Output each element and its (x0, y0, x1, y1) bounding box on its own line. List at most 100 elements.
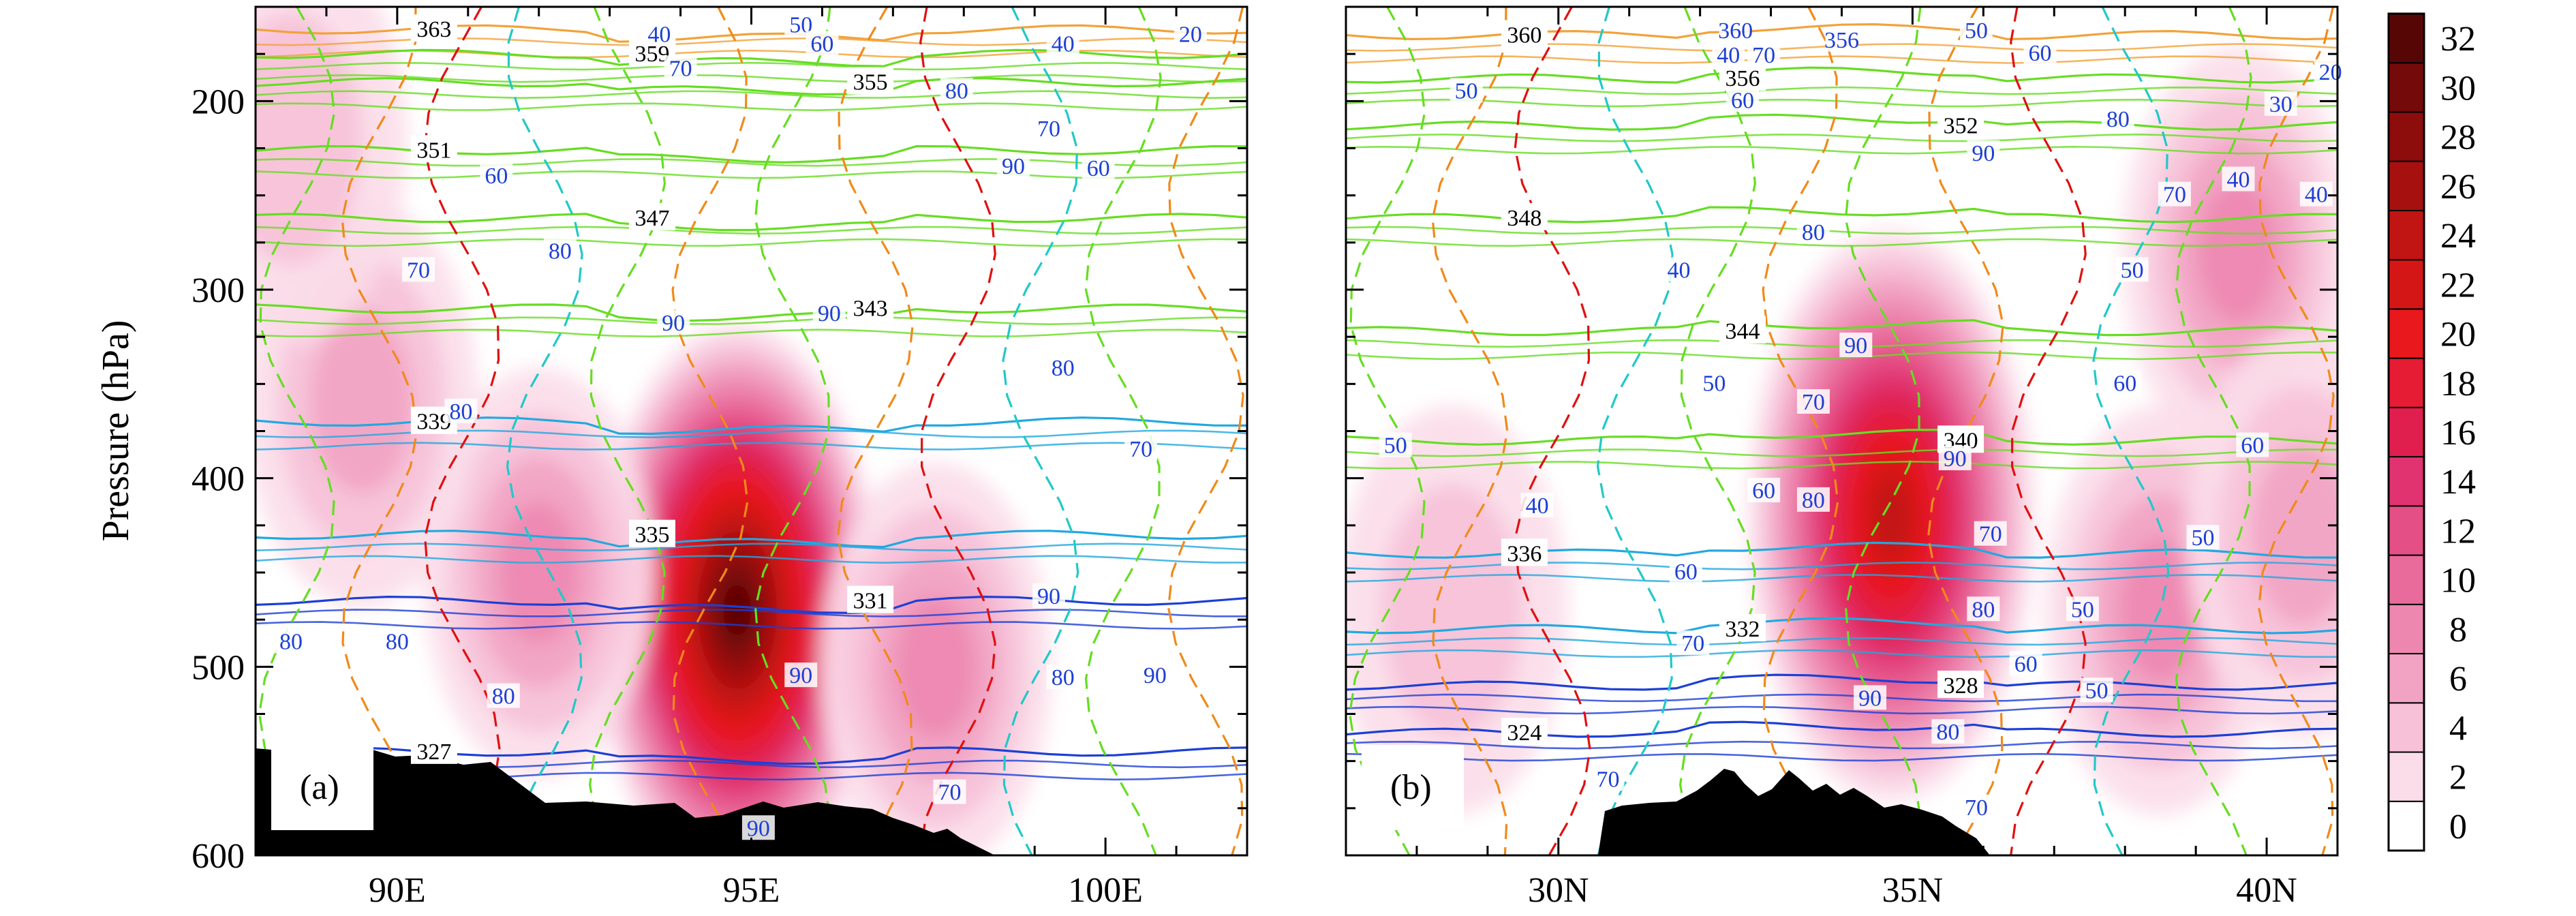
colorbar-label: 8 (2449, 611, 2467, 650)
theta-contour-line (256, 621, 1247, 630)
colorbar-label: 0 (2449, 808, 2467, 846)
axes-b: 30N 35N 40N (1345, 5, 2339, 910)
theta-label: 336 (1501, 538, 1548, 566)
rh-label: 90 (812, 300, 846, 326)
theta-label: 328 (1937, 671, 1984, 699)
theta-label-text: 363 (416, 17, 451, 42)
rh-contour-line (1084, 7, 1162, 855)
rh-label: 50 (1698, 370, 1731, 396)
rh-label-text: 80 (386, 629, 409, 654)
rh-label-text: 40 (2305, 183, 2328, 208)
theta-label: 347 (629, 202, 675, 231)
colorbar-swatch (2388, 62, 2425, 113)
theta-label-text: 355 (853, 70, 888, 95)
shade-level (895, 595, 976, 738)
rh-label: 60 (1669, 559, 1702, 585)
colorbar-swatch (2388, 259, 2425, 310)
theta-contour-line (1346, 428, 2337, 446)
theta-contour-line (256, 74, 1247, 83)
rh-label: 50 (784, 12, 818, 38)
theta-contour-line (1346, 448, 2337, 457)
rh-contour-line (506, 7, 583, 855)
rh-label-text: 70 (1752, 43, 1775, 68)
theta-label-text: 331 (853, 589, 888, 614)
rh-contour-line (1678, 7, 1757, 855)
rh-label-text: 80 (1052, 665, 1075, 690)
y-tick-label: 300 (191, 271, 245, 310)
rh-label-text: 70 (1129, 437, 1152, 462)
theta-contour-line (256, 543, 1247, 551)
rh-label-text: 60 (810, 31, 833, 57)
theta-label-text: 351 (416, 138, 451, 163)
colorbar-label: 14 (2440, 463, 2476, 502)
theta-label-text: 335 (635, 523, 670, 548)
rh-label-text: 50 (1965, 18, 1988, 44)
y-tick-label: 600 (191, 837, 245, 876)
colorbar-label: 22 (2440, 266, 2476, 305)
colorbar-frame (2387, 12, 2425, 852)
rh-label: 40 (2222, 166, 2255, 193)
theta-contour-line (1346, 113, 2337, 131)
rh-label: 90 (1032, 583, 1065, 609)
theta-contour-line (1346, 752, 2337, 762)
rh-label: 50 (2066, 596, 2099, 622)
rh-label: 60 (2109, 370, 2142, 396)
rh-label: 60 (480, 163, 513, 189)
rh-label: 20 (1174, 21, 1207, 48)
theta-contour-line (1346, 145, 2337, 155)
shade-level (2198, 181, 2279, 324)
rh-label: 80 (1796, 219, 1830, 245)
colorbar-label: 16 (2440, 414, 2476, 453)
x-tick-label: 100E (1068, 871, 1143, 910)
rh-label-text: 60 (1087, 156, 1110, 181)
rh-label-text: 80 (492, 684, 515, 709)
rh-contour-line (1596, 7, 1674, 855)
rh-label: 90 (741, 815, 775, 841)
rh-label-text: 40 (1526, 493, 1549, 519)
rh-label-text: 80 (1052, 356, 1075, 381)
colorbar-swatch (2388, 406, 2425, 458)
theta-contour-line (256, 157, 1247, 167)
rh-label-text: 60 (2014, 652, 2038, 677)
colorbar-swatch (2388, 800, 2425, 851)
theta-contour-line (256, 303, 1247, 322)
rh-label-text: 90 (1037, 584, 1060, 609)
colorbar-label: 30 (2440, 69, 2476, 108)
theta-label-text: 327 (416, 739, 451, 765)
rh-label: 80 (1796, 487, 1830, 513)
theta-contour-line (1346, 226, 2337, 235)
rh-label-text: 40 (1667, 258, 1690, 283)
rh-label: 60 (2009, 651, 2042, 677)
rh-label-text: 30 (2269, 92, 2293, 117)
rh-contour-line (588, 7, 666, 855)
theta-contour-line (256, 238, 1247, 247)
rh-label: 90 (997, 153, 1030, 179)
theta-label: 352 (1937, 110, 1984, 138)
rh-label-text: 90 (1972, 141, 1995, 166)
theta-label-text: 324 (1507, 720, 1542, 746)
rh-contour-line (1514, 7, 1591, 855)
rh-label-text: 70 (1037, 117, 1060, 142)
colorbar-swatch (2388, 653, 2425, 704)
theta-contour-line (1346, 133, 2337, 142)
y-tick-label: 500 (191, 648, 245, 687)
rh-label: 40 (2299, 181, 2333, 208)
theta-contour-line (256, 595, 1247, 615)
rh-label: 80 (1931, 719, 1965, 745)
theta-contour-line (256, 609, 1247, 617)
theta-contour-line (256, 316, 1247, 326)
rh-label-text: 80 (1802, 488, 1825, 513)
theta-contour-line (256, 530, 1247, 549)
rh-contour-line (341, 7, 418, 855)
rh-label: 70 (2158, 181, 2191, 208)
rh-label: 80 (543, 238, 577, 264)
rh-label-text: 20 (2319, 60, 2342, 85)
rh-label: 70 (1124, 436, 1158, 462)
rh-label-text: 50 (2085, 678, 2109, 703)
theta-contour-line (256, 77, 1247, 96)
rh-contour-line (1431, 7, 1509, 855)
shade-level (1873, 479, 1910, 553)
theta-label: 343 (847, 293, 894, 322)
